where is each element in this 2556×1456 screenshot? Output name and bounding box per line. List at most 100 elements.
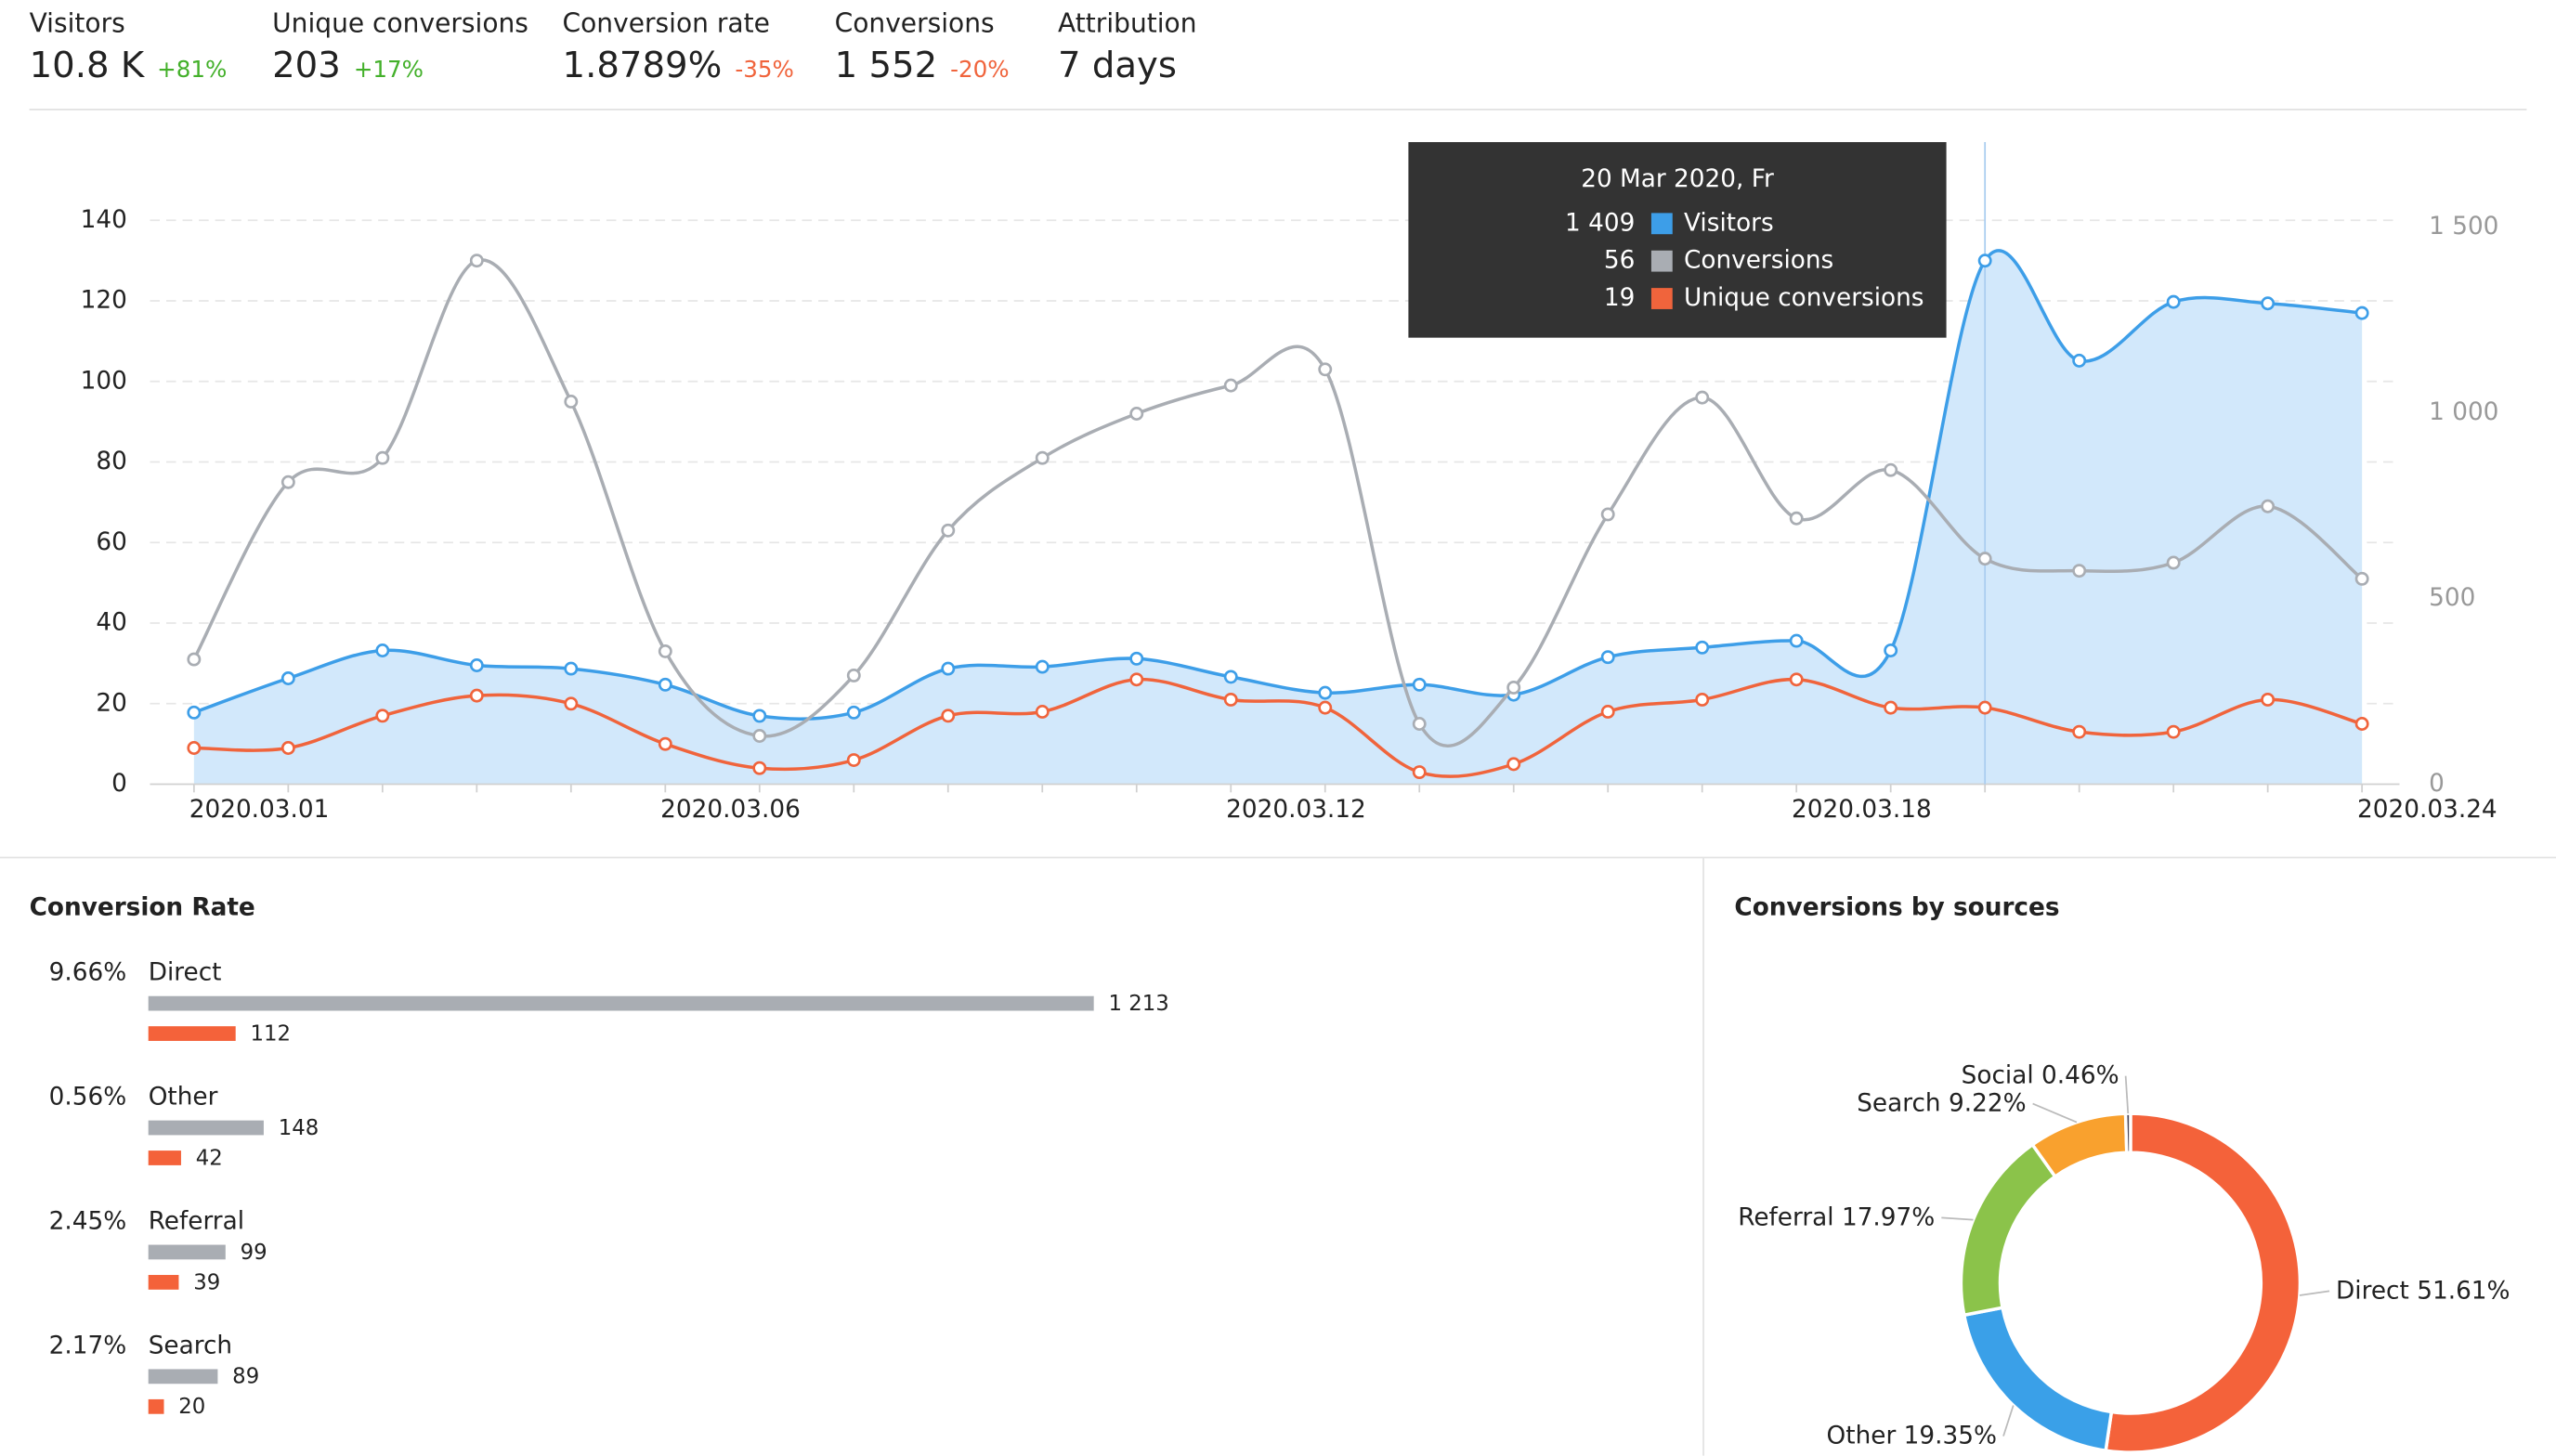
leader-line	[2002, 1405, 2015, 1436]
bar	[148, 1026, 236, 1041]
y-tick-label: 100	[81, 367, 127, 395]
point	[2166, 294, 2181, 309]
point	[469, 658, 484, 672]
point	[1977, 254, 1992, 268]
tooltip-value: 56	[1604, 247, 1635, 275]
point	[2261, 499, 2276, 514]
bar	[148, 1150, 181, 1165]
point	[752, 760, 767, 775]
y-tick-label: 20	[96, 689, 126, 717]
x-tick-label: 2020.03.12	[1226, 796, 1366, 824]
point	[1223, 693, 1238, 707]
slice-value: 0.46%	[2041, 1061, 2119, 1089]
y-tick-label: 0	[111, 770, 127, 798]
kpi-value: 7 days	[1058, 45, 1177, 86]
leader-line	[1941, 1216, 1974, 1221]
point	[1318, 685, 1333, 700]
point	[1223, 670, 1238, 684]
slice-label: Social 0.46%	[1962, 1061, 2119, 1089]
y2-tick-label: 0	[2429, 770, 2445, 798]
slice-label: Direct 51.61%	[2336, 1277, 2510, 1305]
point	[1129, 651, 1144, 666]
point	[1412, 677, 1427, 692]
slice-label: Other 19.35%	[1827, 1422, 1997, 1450]
point	[1695, 640, 1710, 655]
tooltip-title: 20 Mar 2020, Fr	[1581, 165, 1774, 193]
slice-value: 9.22%	[1949, 1089, 2027, 1117]
bar	[148, 1369, 218, 1384]
point	[1129, 407, 1144, 421]
point	[1600, 705, 1615, 719]
point	[187, 741, 202, 755]
slice-value: 19.35%	[1904, 1422, 1997, 1450]
y-tick-label: 40	[96, 609, 126, 637]
point	[1977, 552, 1992, 566]
point	[1035, 450, 1050, 465]
slice-label: Search 9.22%	[1857, 1089, 2026, 1117]
donut-slice	[2104, 1112, 2302, 1454]
point	[2072, 353, 2087, 368]
point	[469, 254, 484, 268]
kpi-label: Visitors	[30, 8, 125, 39]
point	[469, 688, 484, 703]
tooltip-name: Visitors	[1684, 209, 1774, 237]
kpi-value: 1 552	[835, 45, 938, 86]
point	[1318, 362, 1333, 377]
point	[2072, 564, 2087, 578]
point	[1789, 633, 1804, 648]
kpi-label: Conversion rate	[563, 8, 770, 39]
point	[1318, 700, 1333, 715]
point	[1884, 462, 1898, 477]
slice-name: Other	[1827, 1422, 1897, 1450]
point	[2354, 571, 2369, 586]
point	[1412, 765, 1427, 779]
point	[187, 705, 202, 720]
section-title: Conversions by sources	[1734, 893, 2059, 921]
kpi-change: +81%	[157, 56, 227, 83]
point	[375, 450, 390, 465]
y2-tick-label: 1 000	[2429, 398, 2498, 426]
slice-name: Social	[1962, 1061, 2034, 1089]
point	[280, 671, 295, 685]
leader-line	[2299, 1290, 2330, 1296]
point	[1884, 644, 1898, 657]
bar-value-label: 1 213	[1108, 992, 1168, 1016]
point	[375, 708, 390, 723]
point	[1129, 672, 1144, 687]
bar-value-label: 20	[178, 1395, 205, 1419]
rate-label: 9.66%	[49, 959, 127, 987]
kpi-change: +17%	[354, 56, 424, 83]
section-title: Conversion Rate	[30, 893, 255, 921]
donut-slice	[2123, 1112, 2132, 1155]
point	[1695, 390, 1710, 405]
bar	[148, 1398, 164, 1414]
point	[2354, 717, 2369, 731]
point	[2166, 555, 2181, 570]
slice-value: 51.61%	[2417, 1277, 2510, 1305]
y2-tick-label: 1 500	[2429, 213, 2498, 240]
x-tick-label: 2020.03.01	[189, 796, 330, 824]
tooltip	[1408, 142, 1947, 338]
point	[658, 736, 672, 751]
point	[752, 729, 767, 743]
point	[2261, 693, 2276, 707]
point	[2354, 306, 2369, 320]
point	[658, 677, 672, 692]
leader-line	[2124, 1075, 2130, 1114]
bar-value-label: 112	[251, 1021, 292, 1046]
category-label: Search	[149, 1332, 232, 1359]
rate-label: 2.17%	[49, 1332, 127, 1359]
bar-value-label: 99	[241, 1241, 267, 1265]
slice-name: Search	[1857, 1089, 1940, 1117]
x-tick-label: 2020.03.24	[2357, 796, 2497, 824]
category-label: Direct	[149, 959, 222, 987]
point	[941, 661, 956, 676]
point	[752, 708, 767, 723]
kpi-change: -35%	[735, 56, 793, 83]
point	[1600, 507, 1615, 522]
point	[1977, 700, 1992, 715]
bar-value-label: 148	[279, 1116, 320, 1140]
point	[187, 652, 202, 667]
point	[1035, 705, 1050, 719]
slice-label: Referral 17.97%	[1738, 1203, 1935, 1231]
